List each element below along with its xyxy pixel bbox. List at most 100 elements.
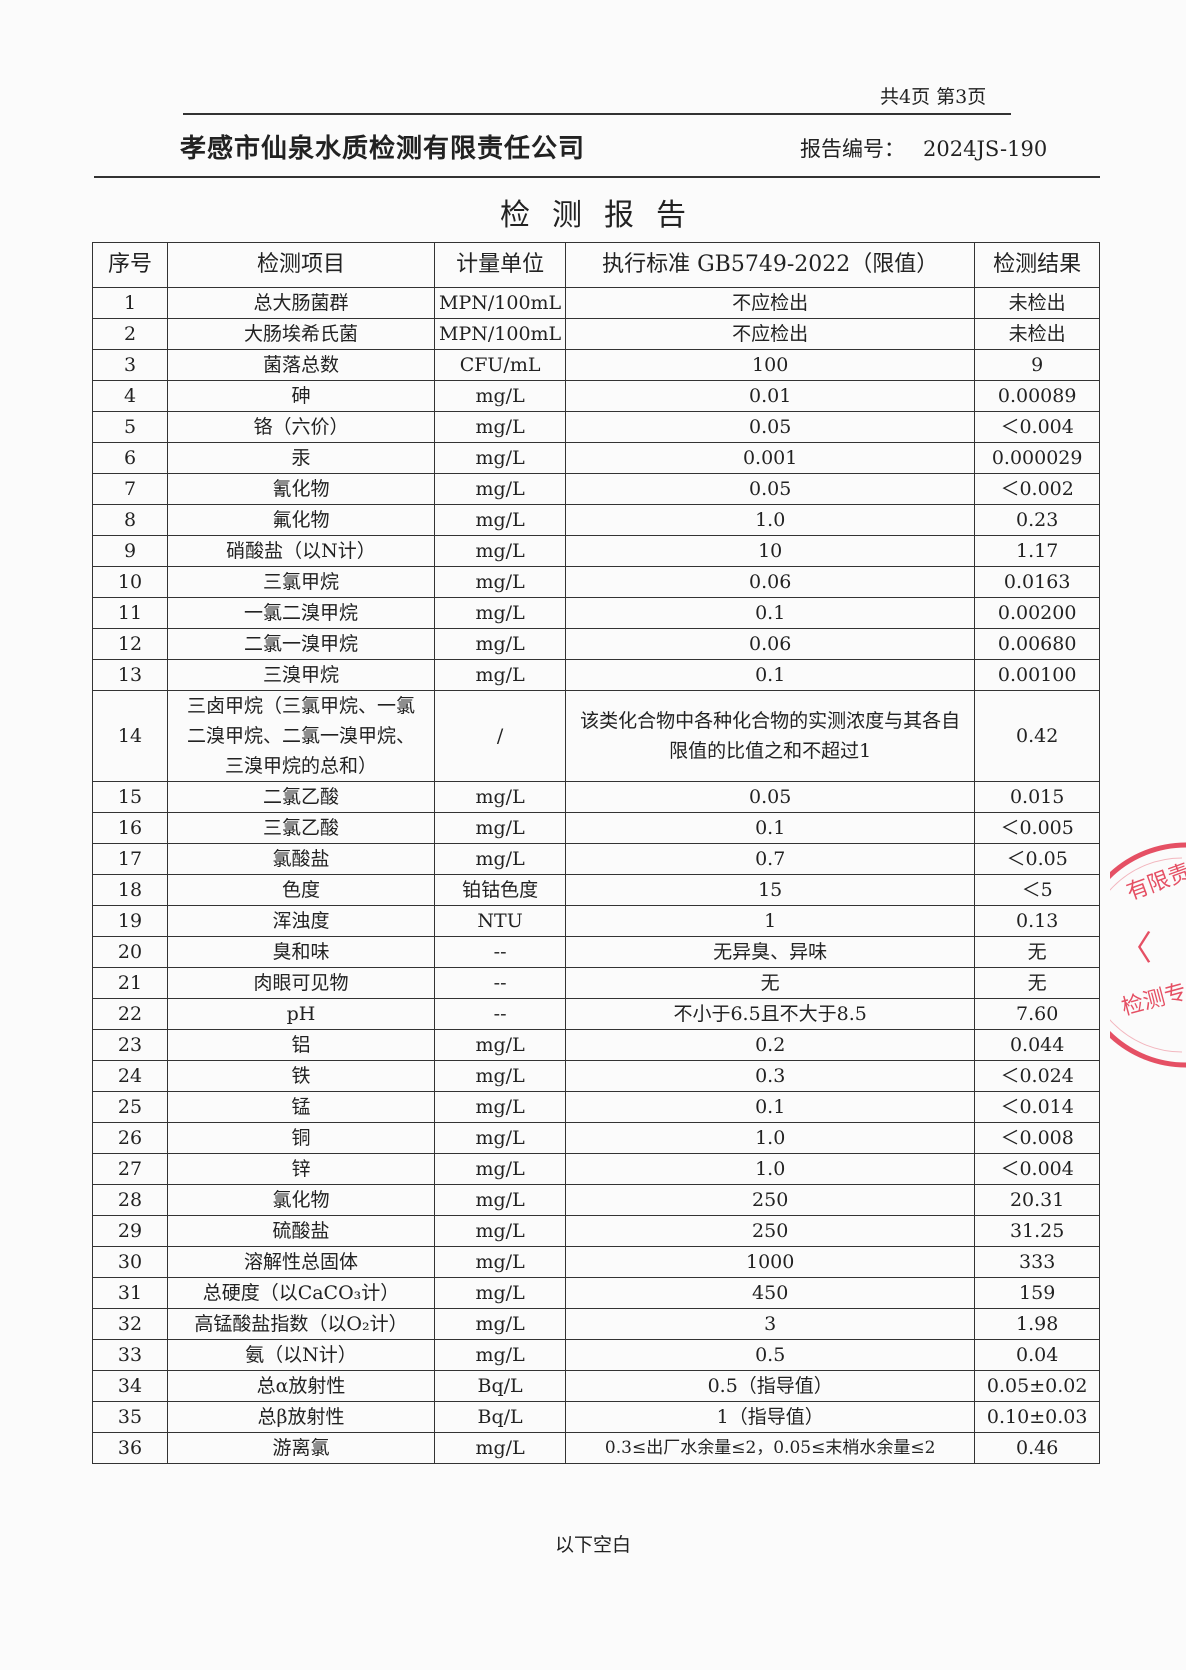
row-index: 28 [92, 1184, 168, 1216]
row-result: 无 [974, 936, 1101, 968]
row-standard: 0.3≤出厂水余量≤2，0.05≤末梢水余量≤2 [565, 1432, 976, 1464]
row-result: 1.98 [974, 1308, 1101, 1340]
row-index: 9 [92, 535, 168, 567]
row-standard: 0.06 [565, 628, 976, 660]
row-item: 浑浊度 [167, 905, 435, 937]
row-result: ＜0.05 [974, 843, 1101, 875]
row-result: ＜0.005 [974, 812, 1101, 844]
row-unit: Bq/L [433, 1401, 567, 1433]
row-result: 0.00089 [974, 380, 1101, 412]
row-index: 2 [92, 318, 168, 350]
company-seal: 有限责 〈 检测专用 [1110, 842, 1186, 1068]
row-result: ＜0.004 [974, 1153, 1101, 1185]
table-row: 19 浑浊度 NTU 1 0.13 [92, 905, 1101, 937]
row-index: 21 [92, 967, 168, 999]
row-standard: 450 [565, 1277, 976, 1309]
row-unit: mg/L [433, 473, 567, 505]
table-row: 6 汞 mg/L 0.001 0.000029 [92, 442, 1101, 474]
row-item: 臭和味 [167, 936, 435, 968]
table-row: 35 总β放射性 Bq/L 1（指导值） 0.10±0.03 [92, 1401, 1101, 1433]
row-item: pH [167, 998, 435, 1030]
row-result: ＜0.024 [974, 1060, 1101, 1092]
row-unit: mg/L [433, 1432, 567, 1464]
table-row: 11 一氯二溴甲烷 mg/L 0.1 0.00200 [92, 597, 1101, 629]
table-row: 8 氟化物 mg/L 1.0 0.23 [92, 504, 1101, 536]
row-item: 汞 [167, 442, 435, 474]
row-item: 硫酸盐 [167, 1215, 435, 1247]
company-name: 孝感市仙泉水质检测有限责任公司 [180, 134, 586, 164]
row-unit: mg/L [433, 535, 567, 567]
row-standard: 0.3 [565, 1060, 976, 1092]
col-header-item: 检测项目 [167, 242, 435, 288]
row-index: 25 [92, 1091, 168, 1123]
row-result: 未检出 [974, 287, 1101, 319]
row-item: 溶解性总固体 [167, 1246, 435, 1278]
col-header-index: 序号 [92, 242, 168, 288]
table-row: 16 三氯乙酸 mg/L 0.1 ＜0.005 [92, 812, 1101, 844]
row-index: 13 [92, 659, 168, 691]
row-index: 1 [92, 287, 168, 319]
row-result: ＜5 [974, 874, 1101, 906]
row-result: 0.04 [974, 1339, 1101, 1371]
page-title: 检测报告 [500, 198, 708, 233]
row-index: 17 [92, 843, 168, 875]
row-unit: mg/L [433, 1091, 567, 1123]
row-unit: mg/L [433, 1029, 567, 1061]
row-standard: 该类化合物中各种化合物的实测浓度与其各自限值的比值之和不超过1 [565, 690, 976, 782]
row-index: 18 [92, 874, 168, 906]
table-row: 12 二氯一溴甲烷 mg/L 0.06 0.00680 [92, 628, 1101, 660]
row-unit: mg/L [433, 1246, 567, 1278]
svg-text:〈: 〈 [1118, 929, 1152, 969]
row-result: 0.23 [974, 504, 1101, 536]
row-result: 未检出 [974, 318, 1101, 350]
row-item: 硝酸盐（以N计） [167, 535, 435, 567]
row-item: 氯酸盐 [167, 843, 435, 875]
row-unit: mg/L [433, 1153, 567, 1185]
row-standard: 0.06 [565, 566, 976, 598]
table-row: 29 硫酸盐 mg/L 250 31.25 [92, 1215, 1101, 1247]
row-item: 氨（以N计） [167, 1339, 435, 1371]
row-result: ＜0.008 [974, 1122, 1101, 1154]
table-row: 7 氰化物 mg/L 0.05 ＜0.002 [92, 473, 1101, 505]
row-item: 色度 [167, 874, 435, 906]
table-row: 5 铬（六价） mg/L 0.05 ＜0.004 [92, 411, 1101, 443]
table-row: 32 高锰酸盐指数（以O₂计） mg/L 3 1.98 [92, 1308, 1101, 1340]
row-item: 铝 [167, 1029, 435, 1061]
row-unit: mg/L [433, 597, 567, 629]
row-unit: MPN/100mL [433, 318, 567, 350]
table-row: 24 铁 mg/L 0.3 ＜0.024 [92, 1060, 1101, 1092]
row-standard: 1（指导值） [565, 1401, 976, 1433]
row-index: 33 [92, 1339, 168, 1371]
row-standard: 0.2 [565, 1029, 976, 1061]
row-result: ＜0.014 [974, 1091, 1101, 1123]
row-unit: -- [433, 998, 567, 1030]
row-unit: / [433, 690, 567, 782]
table-row: 33 氨（以N计） mg/L 0.5 0.04 [92, 1339, 1101, 1371]
row-standard: 不小于6.5且不大于8.5 [565, 998, 976, 1030]
row-standard: 250 [565, 1184, 976, 1216]
row-result: 9 [974, 349, 1101, 381]
row-index: 10 [92, 566, 168, 598]
table-row: 14 三卤甲烷（三氯甲烷、一氯二溴甲烷、二氯一溴甲烷、三溴甲烷的总和） / 该类化合物… [92, 690, 1101, 782]
row-standard: 0.1 [565, 1091, 976, 1123]
row-unit: mg/L [433, 659, 567, 691]
row-item: 氯化物 [167, 1184, 435, 1216]
row-unit: mg/L [433, 843, 567, 875]
row-item: 三氯甲烷 [167, 566, 435, 598]
row-item: 铁 [167, 1060, 435, 1092]
row-unit: mg/L [433, 1339, 567, 1371]
row-standard: 15 [565, 874, 976, 906]
row-unit: mg/L [433, 812, 567, 844]
row-unit: mg/L [433, 411, 567, 443]
row-standard: 0.1 [565, 597, 976, 629]
row-unit: MPN/100mL [433, 287, 567, 319]
row-index: 4 [92, 380, 168, 412]
col-header-standard: 执行标准 GB5749-2022（限值） [565, 242, 976, 288]
row-result: 159 [974, 1277, 1101, 1309]
row-item: 铬（六价） [167, 411, 435, 443]
row-standard: 0.05 [565, 411, 976, 443]
row-index: 19 [92, 905, 168, 937]
row-result: 20.31 [974, 1184, 1101, 1216]
svg-text:检测专用: 检测专用 [1119, 974, 1186, 1021]
row-item: 菌落总数 [167, 349, 435, 381]
